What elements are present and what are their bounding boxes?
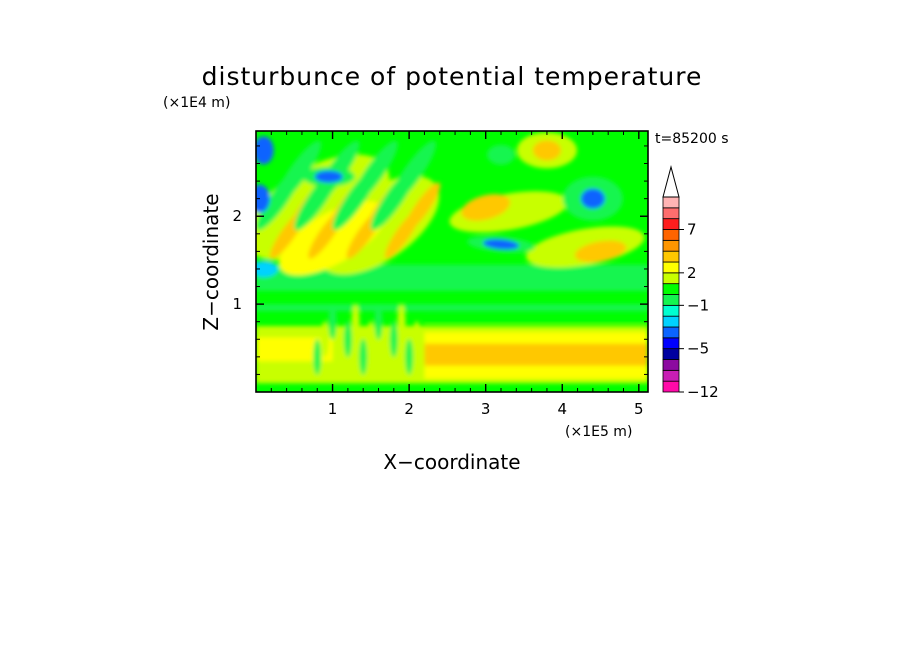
warm-core bbox=[532, 140, 561, 161]
colorbar-bin bbox=[662, 304, 680, 317]
colorbar-bin bbox=[662, 207, 680, 220]
surface-noise bbox=[328, 303, 337, 340]
warm-core bbox=[279, 201, 387, 276]
surface-noise bbox=[412, 321, 421, 358]
warm-core bbox=[461, 194, 511, 221]
colorbar-bin bbox=[662, 326, 680, 339]
colorbar-extend-arrow bbox=[662, 165, 680, 198]
cyan-layer-2 bbox=[455, 276, 648, 287]
surface-noise bbox=[359, 338, 368, 375]
green-strip bbox=[424, 316, 648, 324]
cool-cell bbox=[256, 260, 278, 277]
x-unit-label: (×1E5 m) bbox=[565, 424, 632, 440]
surface-noise bbox=[351, 303, 360, 340]
colorbar-bin bbox=[662, 283, 680, 295]
colorbar-bin bbox=[662, 380, 680, 393]
colorbar-bin bbox=[662, 239, 680, 252]
contour-field bbox=[256, 131, 648, 392]
colorbar-tick-label: −1 bbox=[687, 296, 709, 314]
surface-noise bbox=[343, 321, 352, 358]
cool-cell bbox=[256, 136, 274, 165]
colorbar: 7 2 −1 −5 −12 bbox=[662, 165, 719, 401]
colorbar-bin bbox=[662, 294, 680, 306]
wave-stripe bbox=[351, 140, 398, 204]
colorbar-bin bbox=[662, 229, 680, 241]
warm-layer-core bbox=[424, 343, 648, 366]
surface-noise bbox=[313, 338, 322, 375]
wave-stripe bbox=[275, 140, 322, 204]
field-layers bbox=[256, 132, 648, 384]
x-tick-label: 2 bbox=[404, 400, 414, 418]
colorbar-bin bbox=[662, 261, 680, 274]
colorbar-bin bbox=[662, 359, 680, 371]
cool-cell bbox=[580, 188, 605, 209]
surface-noise bbox=[374, 303, 383, 340]
colorbar-tick-label: 7 bbox=[687, 221, 697, 239]
colorbar-bin bbox=[662, 218, 680, 230]
surface-noise bbox=[366, 321, 375, 358]
y-tick-label: 2 bbox=[232, 207, 242, 225]
cool-cell bbox=[256, 184, 270, 213]
colorbar-tick-label: −5 bbox=[687, 340, 709, 358]
cool-cell bbox=[483, 239, 519, 250]
plot-frame bbox=[255, 130, 649, 393]
colorbar-tick-label: 2 bbox=[687, 264, 697, 282]
y-axis-ticks: 12 bbox=[232, 145, 648, 375]
colorbar-bin bbox=[662, 337, 680, 350]
cool-cell bbox=[487, 144, 515, 165]
x-axis-label: X−coordinate bbox=[383, 450, 520, 474]
y-unit-label: (×1E4 m) bbox=[163, 95, 230, 111]
cool-cell bbox=[314, 170, 343, 183]
chart-title: disturbunce of potential temperature bbox=[202, 62, 703, 91]
surface-noise bbox=[382, 338, 391, 375]
surface-noise bbox=[397, 303, 406, 340]
x-axis-ticks: 1 2 3 4 5 bbox=[270, 131, 644, 418]
surface-noise bbox=[336, 338, 345, 375]
surface-noise bbox=[389, 321, 398, 358]
x-tick-label: 1 bbox=[328, 400, 338, 418]
colorbar-tick-label: −12 bbox=[687, 383, 719, 401]
y-axis-label: Z−coordinate bbox=[199, 193, 223, 330]
wave-stripe bbox=[389, 140, 436, 204]
colorbar-bin bbox=[662, 369, 680, 382]
surface-noise bbox=[320, 321, 329, 358]
warm-core bbox=[574, 240, 627, 263]
time-label: t=85200 s bbox=[655, 131, 729, 147]
y-tick-label: 1 bbox=[232, 295, 242, 313]
colorbar-bin bbox=[662, 348, 680, 360]
colorbar-bin bbox=[662, 250, 680, 263]
cool-strip bbox=[256, 304, 648, 312]
x-tick-label: 5 bbox=[634, 400, 644, 418]
colorbar-bin bbox=[662, 196, 680, 209]
wave-stripe bbox=[404, 182, 441, 233]
colorbar-bin bbox=[662, 315, 680, 328]
x-tick-label: 3 bbox=[481, 400, 491, 418]
x-tick-label: 4 bbox=[557, 400, 567, 418]
colorbar-bin bbox=[662, 272, 680, 285]
surface-noise bbox=[405, 338, 414, 375]
